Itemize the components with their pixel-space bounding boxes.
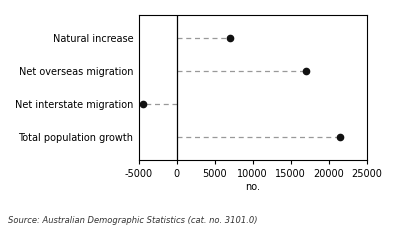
Text: Source: Australian Demographic Statistics (cat. no. 3101.0): Source: Australian Demographic Statistic… — [8, 216, 257, 225]
X-axis label: no.: no. — [245, 182, 260, 192]
